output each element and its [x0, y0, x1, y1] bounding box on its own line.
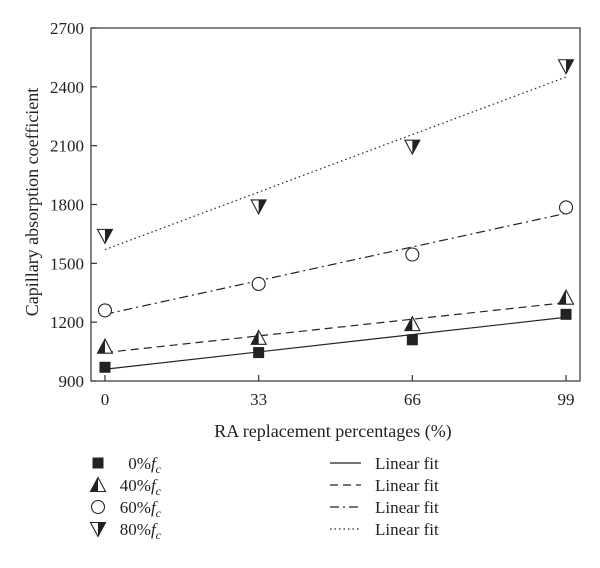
data-point [99, 361, 111, 373]
legend-fit-label: Linear fit [375, 498, 439, 517]
legend-label: 0%fc [128, 454, 161, 476]
legend-label: 60%fc [120, 498, 162, 520]
data-point [557, 288, 575, 305]
fit-line [104, 76, 567, 251]
data-point [558, 200, 574, 215]
y-tick-label: 2700 [50, 19, 84, 38]
legend-fit-label: Linear fit [375, 476, 439, 495]
x-tick-label: 66 [404, 390, 421, 409]
x-tick-label: 99 [558, 390, 575, 409]
legend-label: 40%fc [120, 476, 162, 498]
plot-frame [90, 27, 581, 382]
legend-marker [89, 521, 107, 538]
data-point [250, 329, 268, 345]
x-axis-title: RA replacement percentages (%) [214, 421, 451, 442]
x-tick-label: 33 [250, 390, 267, 409]
data-point [97, 303, 113, 318]
legend-fit-label: Linear fit [375, 520, 439, 539]
y-tick-label: 900 [59, 372, 85, 391]
data-point [250, 199, 268, 216]
legend-label: 80%fc [120, 520, 162, 542]
data-point [406, 334, 418, 346]
y-tick-label: 1500 [50, 254, 84, 273]
data-point [96, 228, 114, 245]
x-tick-label: 0 [101, 390, 110, 409]
data-point [403, 315, 421, 332]
data-point [251, 276, 266, 291]
data-point [96, 338, 114, 354]
y-tick-label: 2100 [50, 137, 84, 156]
data-point [403, 139, 421, 156]
data-point [560, 308, 572, 320]
legend: 0%fc Linear fit 40%fc Linear fit 60%fc Linear… [89, 454, 439, 542]
y-tick-label: 1200 [50, 313, 84, 332]
y-axis-title: Capillary absorption coefficient [22, 88, 42, 317]
legend-marker [90, 499, 106, 515]
data-point [253, 347, 265, 359]
data-point [405, 247, 420, 262]
legend-marker [92, 457, 104, 469]
legend-marker [89, 476, 107, 493]
fit-line [104, 316, 567, 370]
fit-line [104, 301, 567, 354]
legend-fit-label: Linear fit [375, 454, 439, 473]
y-tick-label: 1800 [50, 196, 84, 215]
y-tick-label: 2400 [50, 78, 84, 97]
fit-line [104, 212, 567, 315]
plot-area: 900 1200 1500 1800 2100 2400 2700 0 33 66 99 [50, 19, 581, 409]
data-point [557, 59, 575, 75]
